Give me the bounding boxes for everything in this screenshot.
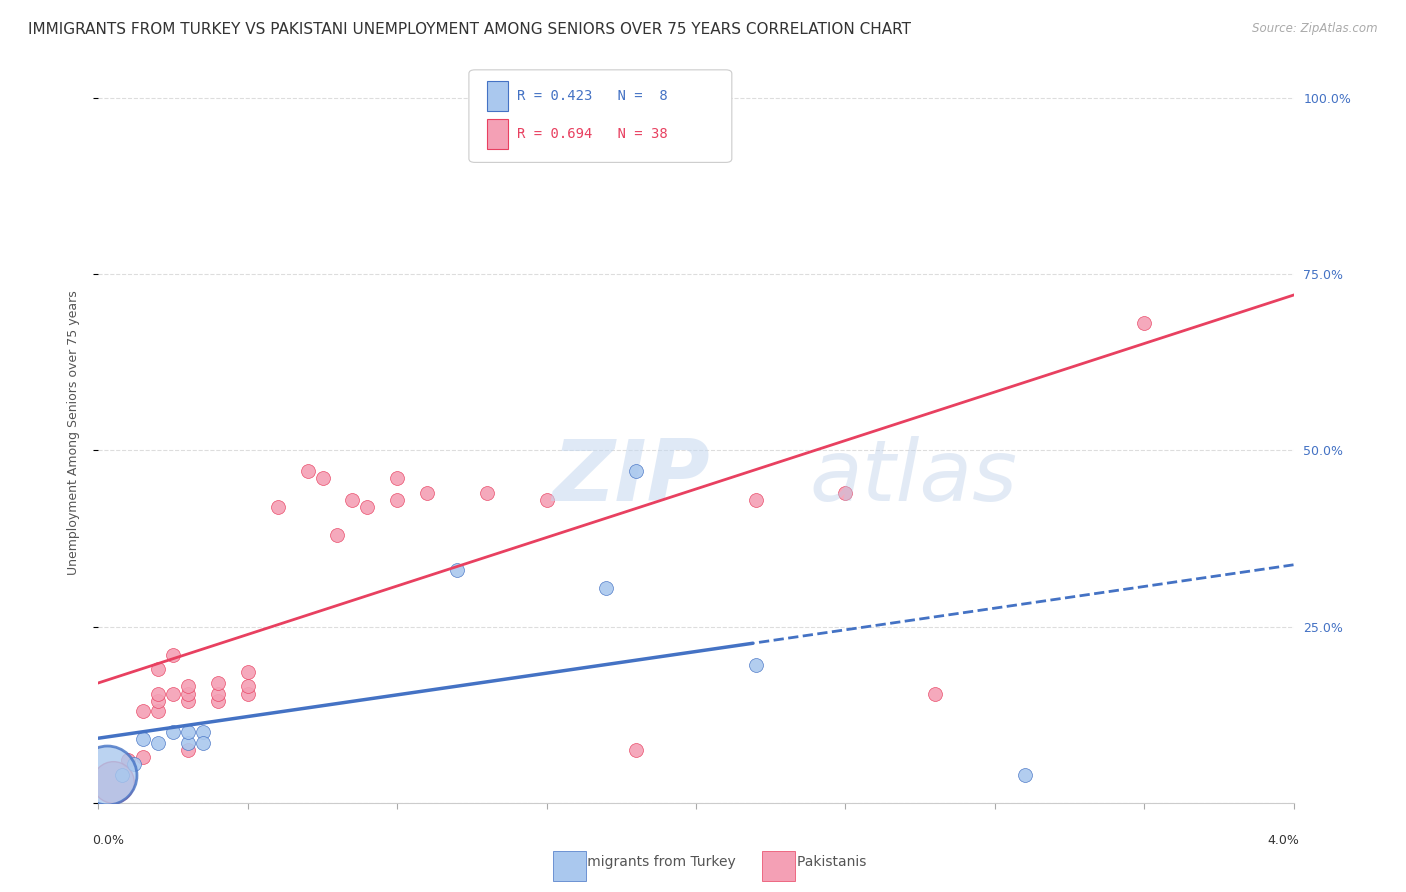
Point (132, 704, 155, 718)
Point (177, 693, 200, 707)
Point (148, 736, 170, 750)
Text: Immigrants from Turkey              Pakistanis: Immigrants from Turkey Pakistanis (526, 855, 866, 869)
Point (626, 743, 648, 757)
Point (103, 774, 125, 789)
Point (207, 686, 229, 700)
Point (177, 743, 200, 757)
Point (148, 662, 170, 676)
Point (416, 485, 439, 500)
Point (162, 648, 184, 662)
Text: ZIP: ZIP (553, 435, 710, 518)
Point (475, 485, 498, 500)
Point (267, 500, 290, 514)
Point (745, 658, 768, 673)
Point (191, 725, 214, 739)
Point (148, 693, 170, 707)
Point (745, 492, 768, 507)
Point (162, 725, 184, 739)
FancyBboxPatch shape (486, 81, 509, 111)
Point (207, 676, 229, 690)
Text: R = 0.423   N =  8: R = 0.423 N = 8 (517, 89, 668, 103)
Point (132, 732, 155, 747)
Point (565, 91, 588, 105)
Point (536, 492, 558, 507)
Point (326, 528, 349, 542)
Point (297, 464, 319, 478)
FancyBboxPatch shape (486, 120, 509, 149)
Point (124, 757, 146, 772)
Point (385, 492, 409, 507)
Point (117, 754, 139, 768)
Point (162, 686, 184, 700)
Point (177, 736, 200, 750)
Point (1014, 767, 1036, 781)
Point (191, 736, 214, 750)
Text: 4.0%: 4.0% (1268, 833, 1299, 847)
Point (96, 767, 118, 781)
FancyBboxPatch shape (470, 70, 733, 162)
Point (132, 750, 155, 764)
Point (311, 471, 333, 485)
Text: Source: ZipAtlas.com: Source: ZipAtlas.com (1253, 22, 1378, 36)
Point (236, 680, 259, 694)
FancyBboxPatch shape (553, 851, 586, 880)
Text: R = 0.694   N = 38: R = 0.694 N = 38 (517, 128, 668, 141)
Text: atlas: atlas (810, 435, 1018, 518)
Point (148, 686, 170, 700)
Text: IMMIGRANTS FROM TURKEY VS PAKISTANI UNEMPLOYMENT AMONG SENIORS OVER 75 YEARS COR: IMMIGRANTS FROM TURKEY VS PAKISTANI UNEM… (28, 22, 911, 37)
Point (356, 500, 378, 514)
Point (595, 581, 617, 595)
Point (207, 693, 229, 707)
Point (148, 704, 170, 718)
Y-axis label: Unemployment Among Seniors over 75 years: Unemployment Among Seniors over 75 years (67, 290, 80, 575)
Point (236, 686, 259, 700)
FancyBboxPatch shape (762, 851, 796, 880)
Point (446, 563, 468, 577)
Point (924, 686, 946, 700)
Point (626, 464, 648, 478)
Point (111, 767, 134, 781)
Point (177, 680, 200, 694)
Point (834, 485, 856, 500)
Point (236, 665, 259, 680)
Point (177, 725, 200, 739)
Text: 0.0%: 0.0% (93, 833, 125, 847)
Point (342, 492, 364, 507)
Point (1133, 316, 1156, 330)
Point (385, 471, 409, 485)
Point (177, 686, 200, 700)
